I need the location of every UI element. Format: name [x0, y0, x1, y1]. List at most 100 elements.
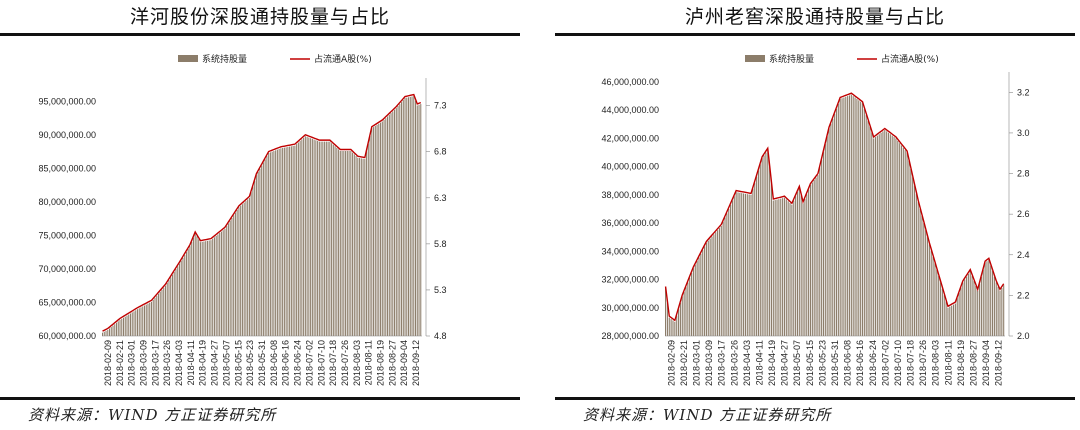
bar: [808, 189, 810, 336]
bar: [336, 147, 338, 336]
bar: [967, 273, 969, 336]
bar: [257, 171, 259, 336]
y-tick-label: 90,000,000.00: [38, 130, 96, 140]
x-tick-label: 2018-02-21: [115, 340, 125, 386]
bar: [138, 308, 140, 336]
bar: [315, 140, 317, 336]
bar: [308, 137, 310, 336]
bar: [995, 282, 997, 336]
bar: [350, 151, 352, 336]
y-tick-label: 42,000,000.00: [601, 133, 659, 143]
bar: [817, 175, 819, 336]
y2-tick-label: 2.0: [1017, 331, 1030, 341]
bar: [285, 147, 287, 336]
bar: [990, 265, 992, 336]
bar: [670, 319, 672, 336]
y2-tick-label: 6.8: [434, 147, 447, 157]
bar: [210, 240, 212, 336]
bar: [224, 228, 226, 336]
bar: [952, 304, 955, 336]
bar: [390, 113, 392, 336]
bar: [117, 321, 119, 336]
bar: [311, 138, 313, 336]
y-tick-label: 34,000,000.00: [601, 246, 659, 256]
title-rule: [0, 33, 520, 36]
bar: [847, 96, 849, 336]
bar: [780, 198, 782, 336]
bar: [145, 304, 147, 336]
bar: [220, 231, 222, 336]
bar: [150, 301, 153, 336]
bar: [348, 151, 350, 336]
bar: [926, 237, 929, 336]
bar: [752, 188, 754, 336]
bar: [791, 204, 793, 336]
bar: [715, 232, 717, 336]
x-tick-label: 2018-07-26: [918, 340, 928, 386]
bar: [399, 104, 401, 336]
bar: [194, 233, 196, 336]
bars-group: [102, 96, 422, 337]
bar: [713, 234, 715, 336]
x-tick-label: 2018-03-17: [717, 340, 727, 386]
bar: [772, 200, 774, 336]
bar: [999, 290, 1001, 336]
bar: [939, 282, 942, 336]
x-tick-label: 2018-04-19: [767, 340, 777, 386]
bar: [854, 97, 856, 336]
bar: [672, 320, 674, 336]
bar: [215, 235, 217, 336]
bar: [240, 205, 242, 336]
bar: [975, 285, 977, 336]
bar: [306, 136, 308, 336]
y2-tick-label: 3.2: [1017, 87, 1030, 97]
y-tick-label: 44,000,000.00: [601, 105, 659, 115]
bar: [696, 261, 698, 336]
bar: [168, 280, 170, 336]
x-tick-label: 2018-03-09: [704, 340, 714, 386]
bar: [149, 302, 151, 336]
bar: [674, 321, 676, 336]
y2-tick-label: 2.4: [1017, 250, 1030, 260]
chart-canvas: 系统持股量 占流通A股(%) 28,000,000.00 30,000,000.00 3…: [601, 53, 1030, 386]
bar: [841, 98, 843, 336]
bar: [720, 225, 722, 336]
bar: [711, 236, 713, 336]
bar: [166, 282, 168, 336]
bar: [778, 199, 780, 336]
bar: [925, 230, 927, 336]
x-tick-label: 2018-05-15: [233, 340, 243, 386]
bar: [834, 113, 836, 336]
bar: [131, 312, 133, 336]
bar: [121, 318, 123, 336]
bar: [114, 324, 116, 336]
bar: [856, 98, 858, 337]
bar: [177, 266, 179, 336]
bar: [741, 193, 743, 337]
bar: [843, 97, 845, 336]
bar: [691, 272, 693, 336]
legend-label-holdings: 系统持股量: [769, 53, 814, 65]
bar: [206, 240, 208, 336]
bar: [945, 301, 947, 336]
bar: [980, 276, 982, 336]
bar: [793, 200, 795, 336]
bar: [845, 96, 847, 336]
bar: [387, 116, 389, 337]
x-tick-label: 2018-07-18: [906, 340, 916, 386]
chart-title: 泸州老窖深股通持股量与占比: [684, 6, 945, 28]
ratio-line: [664, 92, 1005, 322]
bar: [159, 291, 161, 336]
bar: [250, 192, 252, 336]
x-tick-label: 2018-07-26: [340, 340, 350, 386]
ratio-line: [102, 93, 422, 332]
bar: [376, 124, 378, 336]
bar: [394, 109, 396, 336]
bar: [913, 185, 916, 336]
bar: [374, 125, 376, 336]
bar: [156, 295, 158, 336]
y2-tick-label: 7.3: [434, 101, 447, 111]
y-tick-label: 95,000,000.00: [38, 96, 96, 106]
y-tick-label: 38,000,000.00: [601, 190, 659, 200]
bar: [192, 237, 194, 336]
